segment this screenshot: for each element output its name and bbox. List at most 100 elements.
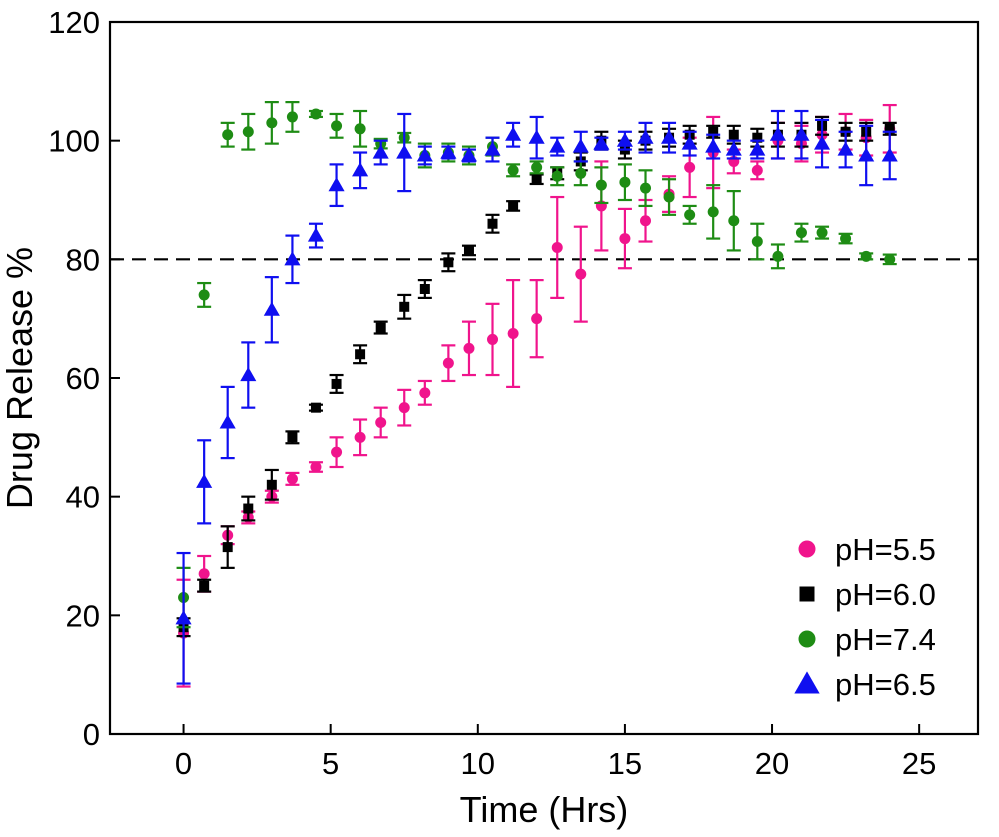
x-tick-label: 10 [461,746,495,781]
data-point [222,542,233,553]
data-point [637,129,654,144]
axes-layer: 0 5 10 15 20 25 0 20 40 60 80 100 120 [48,5,936,781]
legend-label: pH=6.5 [835,667,936,702]
x-tick-label: 15 [608,746,642,781]
y-tick-label: 60 [66,361,100,396]
data-point [881,147,898,162]
data-point [681,135,698,150]
data-point [487,333,499,345]
data-point [840,233,852,245]
data-point [199,580,210,591]
x-axis-label: Time (Hrs) [460,789,629,830]
data-point [531,313,543,325]
data-point [219,414,236,429]
legend-marker [794,671,820,694]
legend-label: pH=7.4 [835,622,936,657]
y-tick-label: 0 [83,717,100,752]
data-point [443,257,454,268]
series-pH=6.5 [175,109,898,685]
data-point [619,233,631,245]
data-point [551,170,563,182]
data-point [860,250,872,262]
data-point [286,473,298,485]
data-point [266,479,277,490]
data-point [595,179,607,191]
series-pH=6.0 [176,115,897,638]
data-point [749,141,766,156]
data-point [266,117,278,129]
data-point [463,245,474,256]
y-tick-label: 40 [66,480,100,515]
data-point [419,284,430,294]
data-point [284,251,301,266]
data-point [640,215,652,227]
data-point [487,218,498,229]
data-point [549,138,566,153]
y-tick-label: 80 [66,242,100,277]
data-point [508,200,519,211]
data-point [575,167,587,179]
data-point [708,126,719,137]
x-tick-label: 0 [175,746,192,781]
data-points-layer [175,100,898,688]
data-point [728,129,739,140]
data-point [198,289,210,301]
legend-label: pH=6.0 [835,577,936,612]
data-point [814,135,831,150]
legend-marker [798,540,816,558]
data-point [593,135,610,150]
data-point [222,129,234,141]
data-point [331,446,343,458]
data-point [751,164,763,176]
legend-marker [798,630,816,648]
data-point [528,129,545,144]
data-point [684,161,696,173]
data-point [751,236,763,248]
data-point [551,241,563,253]
data-point [242,126,254,138]
data-point [352,162,369,177]
data-point [793,126,810,141]
data-point [331,378,342,389]
data-point [355,349,366,360]
data-point [440,144,457,159]
data-point [661,129,678,144]
data-point [858,147,875,162]
y-tick-label: 20 [66,598,100,633]
data-point [442,357,454,369]
data-point [725,141,742,156]
data-point [772,250,784,262]
x-tick-label: 5 [322,746,339,781]
data-point [505,126,522,141]
x-tick-label: 25 [902,746,936,781]
data-point [752,132,763,143]
data-point [375,322,386,333]
legend: pH=5.5 pH=6.0 pH=7.4 pH=6.5 [794,532,936,702]
data-point [507,164,519,176]
data-point [175,610,192,625]
data-point [619,176,631,188]
data-point [396,144,413,159]
data-point [372,144,389,159]
data-point [240,366,257,382]
y-axis-label: Drug Release % [0,247,40,509]
data-point [460,147,478,162]
data-point [684,209,696,221]
data-point [310,461,322,473]
data-point [263,301,280,316]
data-point [419,387,431,399]
data-point [705,138,722,153]
data-point [398,402,410,414]
data-point [795,227,807,239]
y-tick-label: 100 [48,124,100,159]
data-point [616,132,633,147]
legend-label: pH=5.5 [835,532,936,567]
legend-marker [799,586,815,602]
data-point [196,473,213,488]
x-tick-label: 20 [755,746,789,781]
data-point [354,123,366,135]
data-point [884,123,895,134]
series-pH=5.5 [176,103,897,688]
data-point [416,147,433,162]
